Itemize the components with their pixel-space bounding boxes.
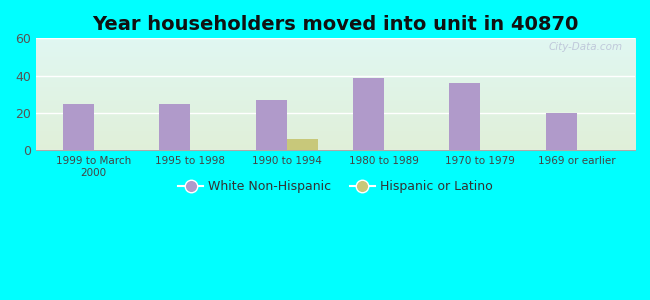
Legend: White Non-Hispanic, Hispanic or Latino: White Non-Hispanic, Hispanic or Latino: [173, 175, 498, 198]
Bar: [256, 100, 287, 150]
Bar: [63, 104, 94, 150]
Bar: [546, 113, 577, 150]
Bar: [287, 139, 318, 150]
Bar: [353, 77, 384, 150]
Text: City-Data.com: City-Data.com: [549, 42, 623, 52]
Title: Year householders moved into unit in 40870: Year householders moved into unit in 408…: [92, 15, 578, 34]
Bar: [449, 83, 480, 150]
Bar: [159, 104, 190, 150]
